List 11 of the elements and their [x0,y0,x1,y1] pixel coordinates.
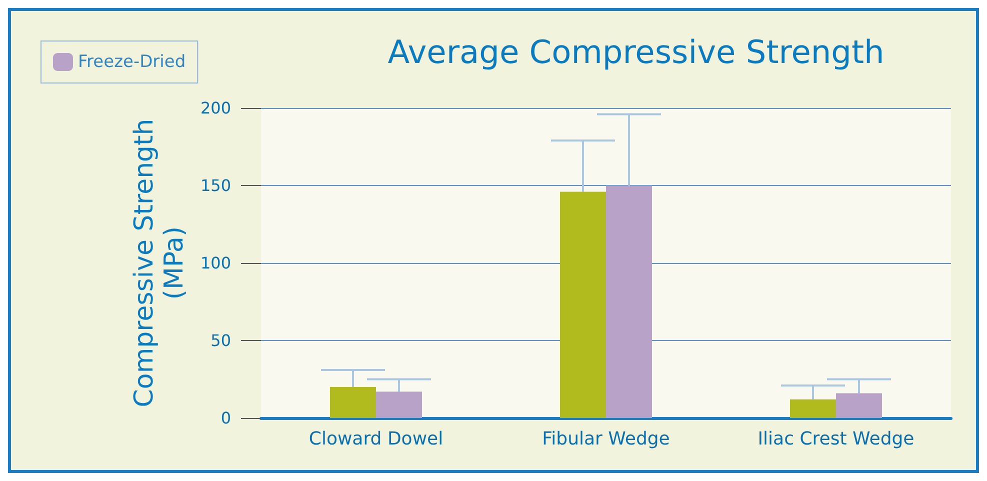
y-tick-label: 0 [220,408,231,428]
y-axis-title: Compressive Strength (MPa) [130,118,190,408]
legend-label: Freeze-Dried [78,52,186,72]
x-tick-label: Cloward Dowel [308,428,444,450]
y-tick-label: 100 [200,254,231,272]
chart-title: Average Compressive Strength [388,33,884,71]
y-tick-label: 150 [200,176,231,195]
x-tick-label: Fibular Wedge [542,428,670,450]
y-tick-label: 200 [200,98,231,118]
y-tick-label: 50 [210,331,231,350]
x-tick-label: Iliac Crest Wedge [758,428,914,450]
